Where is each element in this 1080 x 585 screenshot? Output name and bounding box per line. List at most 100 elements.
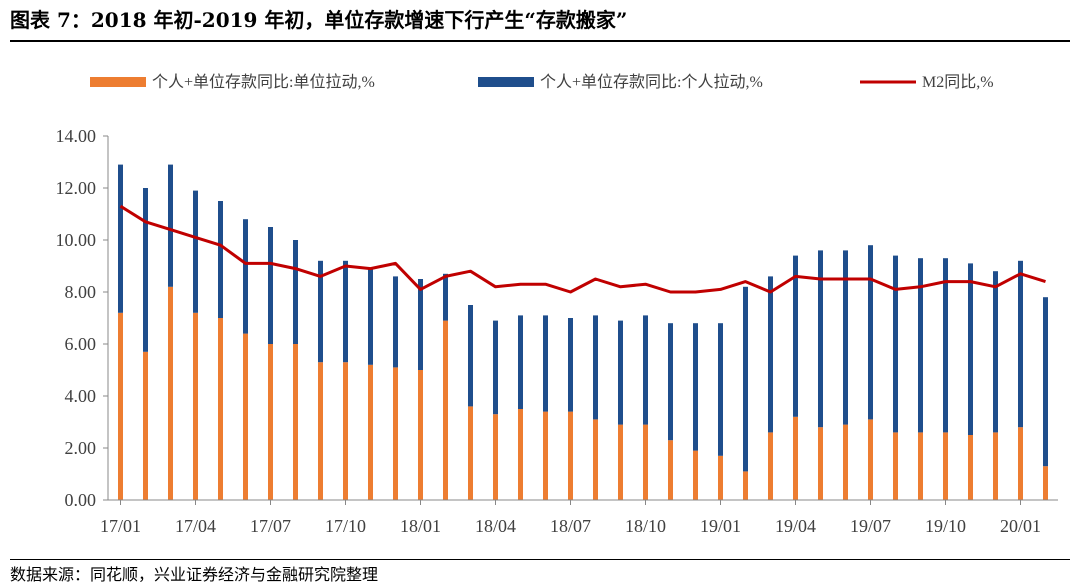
- bar-unit-19/12: [993, 432, 998, 500]
- bar-personal-18/09: [618, 320, 623, 425]
- m2-series-line: [119, 204, 1046, 294]
- bar-unit-17/07: [268, 344, 273, 500]
- x-tick-label: 17/04: [175, 516, 216, 536]
- bar-personal-19/04: [793, 255, 798, 417]
- bar-personal-18/01: [418, 279, 423, 370]
- title-rule: [10, 40, 1070, 42]
- bar-unit-19/07: [868, 419, 873, 500]
- bar-unit-19/11: [968, 435, 973, 500]
- bar-personal-17/10: [343, 260, 348, 363]
- bar-unit-18/02: [443, 320, 448, 500]
- bar-personal-17/08: [293, 240, 298, 344]
- bar-unit-18/12: [693, 450, 698, 500]
- bar-unit-17/05: [218, 318, 223, 500]
- bar-unit-19/09: [918, 432, 923, 500]
- bar-unit-19/06: [843, 424, 848, 500]
- bar-personal-17/07: [268, 227, 273, 344]
- bar-unit-17/10: [343, 362, 348, 500]
- bar-personal-17/12: [393, 276, 398, 368]
- bar-personal-20/02: [1043, 297, 1048, 467]
- legend-swatch-unit: [90, 77, 146, 87]
- y-tick-label: 12.00: [56, 178, 97, 198]
- x-tick-label: 19/10: [925, 516, 966, 536]
- bar-unit-18/06: [543, 411, 548, 500]
- bar-personal-17/05: [218, 201, 223, 318]
- bar-unit-17/09: [318, 362, 323, 500]
- bar-unit-20/02: [1043, 466, 1048, 500]
- bar-personal-17/09: [318, 260, 323, 363]
- bar-personal-18/04: [493, 320, 498, 415]
- bar-personal-18/11: [668, 323, 673, 441]
- bar-personal-19/01: [718, 323, 723, 456]
- legend-label-m2: M2同比,%: [922, 73, 994, 91]
- bar-personal-17/01: [118, 164, 123, 313]
- bar-unit-19/08: [893, 432, 898, 500]
- y-axis: 0.00 2.00 4.00 6.00 8.00 10.00 12.00 14.00: [56, 126, 109, 510]
- x-tick-label: 17/10: [325, 516, 366, 536]
- figure-title: 图表 7：2018 年初-2019 年初，单位存款增速下行产生“存款搬家”: [10, 8, 628, 32]
- bar-unit-17/08: [293, 344, 298, 500]
- x-tick-label: 18/01: [400, 516, 441, 536]
- legend-swatch-personal: [478, 77, 534, 87]
- bar-personal-18/10: [643, 315, 648, 425]
- bar-unit-20/01: [1018, 427, 1023, 500]
- bar-unit-17/04: [193, 312, 198, 500]
- bar-personal-20/01: [1018, 260, 1023, 428]
- bar-unit-17/12: [393, 367, 398, 500]
- x-tick-label: 17/07: [250, 516, 291, 536]
- bar-unit-19/01: [718, 455, 723, 500]
- x-tick-label: 19/01: [700, 516, 741, 536]
- bar-unit-17/06: [243, 333, 248, 500]
- bar-unit-19/05: [818, 427, 823, 500]
- bar-personal-19/03: [768, 276, 773, 433]
- bar-unit-17/01: [118, 312, 123, 500]
- bar-unit-18/04: [493, 414, 498, 500]
- bar-personal-17/03: [168, 164, 173, 287]
- bar-personal-17/11: [368, 268, 373, 365]
- y-tick-label: 0.00: [65, 490, 97, 510]
- bar-personal-19/07: [868, 245, 873, 420]
- bar-personal-18/05: [518, 315, 523, 409]
- bar-personal-17/02: [143, 188, 148, 352]
- bar-unit-18/01: [418, 370, 423, 500]
- legend-label-unit: 个人+单位存款同比:单位拉动,%: [152, 73, 375, 91]
- bar-personal-19/12: [993, 271, 998, 433]
- y-tick-label: 6.00: [65, 334, 97, 354]
- bar-unit-18/07: [568, 411, 573, 500]
- bar-personal-17/06: [243, 219, 248, 334]
- x-axis: 17/01 17/04 17/07 17/10 18/01 18/04 18/07 18/10…: [100, 499, 1058, 536]
- bar-personal-18/07: [568, 318, 573, 412]
- source-note: 数据来源：同花顺，兴业证券经济与金融研究院整理: [10, 565, 379, 584]
- bar-personal-18/06: [543, 315, 548, 412]
- m2-line-group: [119, 204, 1046, 294]
- stacked-bar-line-chart: 个人+单位存款同比:单位拉动,% 个人+单位存款同比:个人拉动,% M2同比,%…: [56, 73, 1058, 536]
- bar-unit-19/03: [768, 432, 773, 500]
- bar-personal-18/12: [693, 323, 698, 451]
- bar-personal-19/08: [893, 255, 898, 433]
- bar-personal-19/11: [968, 263, 973, 435]
- legend-label-personal: 个人+单位存款同比:个人拉动,%: [540, 73, 763, 91]
- x-tick-label: 20/01: [1000, 516, 1041, 536]
- bar-personal-19/06: [843, 250, 848, 425]
- x-tick-label: 18/04: [475, 516, 516, 536]
- x-tick-label: 18/07: [550, 516, 591, 536]
- bar-personal-18/02: [443, 273, 448, 321]
- bar-unit-19/04: [793, 416, 798, 500]
- chart-legend: 个人+单位存款同比:单位拉动,% 个人+单位存款同比:个人拉动,% M2同比,%: [90, 73, 994, 91]
- bar-personal-19/10: [943, 258, 948, 433]
- bar-unit-18/10: [643, 424, 648, 500]
- x-tick-label: 17/01: [100, 516, 141, 536]
- bar-personal-18/08: [593, 315, 598, 420]
- y-tick-label: 4.00: [65, 386, 97, 406]
- bar-personal-17/04: [193, 190, 198, 313]
- source-rule: [10, 559, 1070, 560]
- bar-personal-19/09: [918, 258, 923, 433]
- bar-unit-18/03: [468, 406, 473, 500]
- bar-unit-18/11: [668, 440, 673, 500]
- bar-unit-19/02: [743, 471, 748, 500]
- bar-unit-18/09: [618, 424, 623, 500]
- bars-group: [118, 164, 1048, 500]
- bar-unit-17/03: [168, 286, 173, 500]
- bar-unit-19/10: [943, 432, 948, 500]
- x-tick-label: 19/07: [850, 516, 891, 536]
